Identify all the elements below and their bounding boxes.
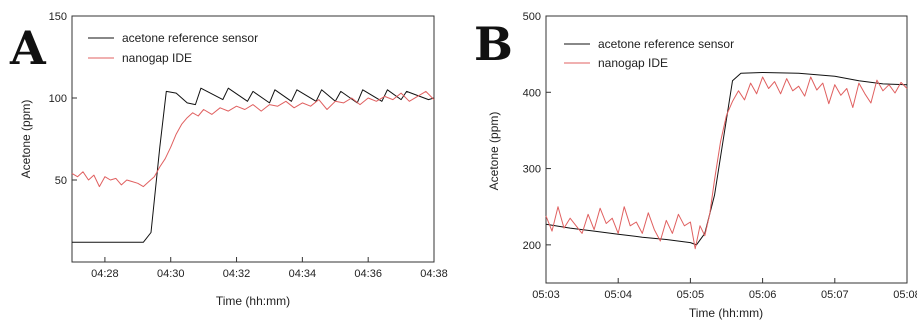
panel-b-legend-label-reference: acetone reference sensor [598,37,734,51]
panel-a-series-layer [71,87,435,243]
panel-b-series-layer [545,72,908,250]
panel-a-letter: A [9,21,47,75]
panel-a-plot-frame [71,15,435,263]
y-tick-label: 50 [55,175,67,187]
y-tick-label: 150 [49,11,67,23]
panel-b-x-axis-title: Time (hh:mm) [689,306,763,320]
x-tick-label: 04:38 [420,268,448,280]
panel-b-letter: B [474,17,513,71]
nanogap-ide-series-line [71,90,435,188]
reference-sensor-series-line [72,87,435,243]
x-tick-label: 05:03 [532,289,560,301]
nanogap-ide-series-line [545,76,908,250]
panel-b-y-axis-title: Acetone (ppm) [487,112,501,191]
panel-a-tick-layer: 04:28 04:30 04:32 04:34 04:36 04:38 50 100 150 [49,11,448,280]
panel-b-plot-frame [545,15,908,284]
x-tick-label: 05:08 [893,289,917,301]
panel-a-legend-label-nanogap: nanogap IDE [122,51,192,65]
y-tick-label: 200 [523,240,541,252]
x-tick-label: 05:05 [677,289,705,301]
panel-b-legend-label-nanogap: nanogap IDE [598,56,668,70]
panel-a-legend-label-reference: acetone reference sensor [122,31,258,45]
y-tick-label: 500 [523,11,541,23]
y-tick-label: 100 [49,93,67,105]
y-tick-label: 400 [523,87,541,99]
x-tick-label: 04:32 [223,268,251,280]
x-tick-label: 05:04 [604,289,632,301]
panel-a-x-axis-title: Time (hh:mm) [216,294,290,308]
x-tick-label: 04:36 [354,268,382,280]
panel-b-legend: acetone reference sensor nanogap IDE [564,37,734,70]
x-tick-label: 05:07 [821,289,849,301]
y-tick-label: 300 [523,164,541,176]
x-tick-label: 04:30 [157,268,185,280]
x-tick-label: 05:06 [749,289,777,301]
panel-a-legend: acetone reference sensor nanogap IDE [88,31,258,65]
panel-b-tick-layer: 05:03 05:04 05:05 05:06 05:07 05:08 200 300 400 5… [523,11,917,301]
reference-sensor-series-line [545,72,908,246]
x-tick-label: 04:34 [289,268,317,280]
x-tick-label: 04:28 [91,268,119,280]
panel-a: A 04:28 04:30 04:32 04:34 04:36 04:38 50 100 150… [9,11,448,308]
panel-b: B 05:03 05:04 05:05 05:06 05:07 05:08 200 300 40… [474,11,917,320]
panel-a-y-axis-title: Acetone (ppm) [19,100,33,179]
